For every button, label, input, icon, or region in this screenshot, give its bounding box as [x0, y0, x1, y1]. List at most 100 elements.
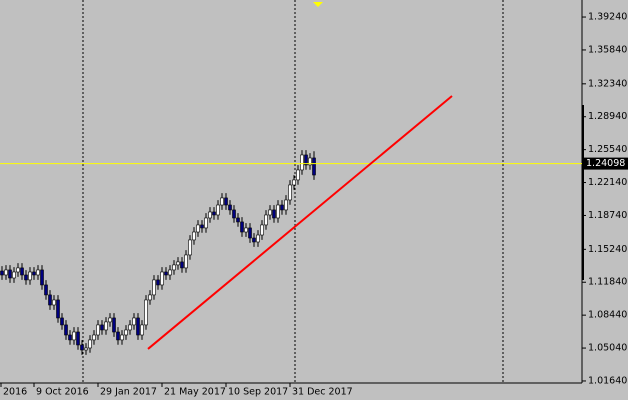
- y-tick-label: 1.25540: [588, 144, 627, 155]
- shift-marker: [313, 2, 323, 7]
- candle-body: [132, 317, 136, 326]
- x-tick-label: 31 Dec 2017: [292, 387, 353, 398]
- candle-body: [224, 197, 228, 206]
- candle-body: [312, 157, 316, 176]
- candle-body: [88, 339, 92, 349]
- candle-body: [292, 179, 296, 186]
- candle-body: [200, 224, 204, 229]
- candle-body: [220, 197, 224, 206]
- candle-body: [280, 204, 284, 211]
- trendline: [147, 95, 453, 350]
- candle-body: [296, 169, 300, 181]
- candle-body: [164, 271, 168, 276]
- candle-body: [300, 154, 304, 171]
- candle-body: [212, 211, 216, 216]
- candle-body: [32, 271, 36, 276]
- candle-body: [228, 204, 232, 211]
- candle-body: [168, 269, 172, 276]
- current-price-box: [583, 157, 628, 170]
- y-tick-label: 1.22140: [588, 177, 627, 188]
- candle-body: [272, 209, 276, 219]
- candle-body: [4, 269, 8, 276]
- candle-body: [100, 324, 104, 331]
- candle-body: [160, 271, 164, 286]
- candle-body: [308, 157, 312, 166]
- candle-body: [208, 211, 212, 219]
- candle-body: [56, 299, 60, 319]
- candle-body: [44, 284, 48, 296]
- candle-body: [244, 227, 248, 233]
- current-price-label: 1.24098: [586, 158, 625, 169]
- y-tick-label: 1.35840: [588, 44, 627, 55]
- candle-body: [20, 267, 24, 276]
- candle-body: [40, 269, 44, 286]
- candle-body: [52, 299, 56, 306]
- candle-body: [12, 271, 16, 279]
- candle-body: [112, 317, 116, 333]
- candle-body: [36, 269, 40, 276]
- candle-body: [184, 254, 188, 269]
- candle-body: [232, 209, 236, 219]
- y-tick-label: 1.15240: [588, 244, 627, 255]
- y-tick-label: 1.05040: [588, 343, 627, 354]
- candle-body: [104, 321, 108, 331]
- candle-body: [248, 227, 252, 239]
- candle-body: [120, 334, 124, 341]
- candle-body: [268, 209, 272, 216]
- candle-body: [84, 347, 88, 351]
- candle-body: [16, 267, 20, 273]
- y-tick-label: 1.39240: [588, 12, 627, 23]
- candle-body: [124, 329, 128, 336]
- y-tick-label: 1.11840: [588, 277, 627, 288]
- candle-body: [116, 331, 120, 341]
- candle-body: [48, 294, 52, 306]
- candle-body: [108, 317, 112, 323]
- candle-body: [240, 221, 244, 233]
- candle-body: [188, 239, 192, 256]
- x-tick-label: 29 Jan 2017: [100, 387, 157, 398]
- candle-body: [80, 344, 84, 351]
- candle-body: [28, 271, 32, 281]
- candle-body: [140, 324, 144, 336]
- candle-body: [180, 261, 184, 269]
- x-tick-label: 21 May 2017: [164, 387, 226, 398]
- candle-body: [176, 261, 180, 266]
- candle-body: [236, 217, 240, 223]
- candle-body: [256, 234, 260, 243]
- candle-body: [196, 224, 200, 233]
- candle-body: [156, 279, 160, 286]
- candle-body: [172, 264, 176, 271]
- candle-body: [192, 231, 196, 241]
- candle-body: [68, 334, 72, 341]
- x-tick-label: 2016: [3, 387, 27, 398]
- candle-body: [128, 324, 132, 331]
- candle-body: [136, 317, 140, 336]
- candle-body: [8, 269, 12, 279]
- candle-body: [64, 324, 68, 336]
- y-tick-label: 1.18740: [588, 210, 627, 221]
- candle-body: [304, 154, 308, 166]
- candle-body: [276, 204, 280, 219]
- candle-body: [260, 224, 264, 236]
- candle-body: [76, 331, 80, 346]
- candle-body: [152, 279, 156, 296]
- candle-body: [92, 334, 96, 341]
- candle-body: [96, 324, 100, 336]
- candle-body: [144, 299, 148, 326]
- y-tick-label: 1.28940: [588, 111, 627, 122]
- candle-body: [60, 317, 64, 326]
- y-tick-label: 1.32340: [588, 78, 627, 89]
- candle-body: [148, 294, 152, 301]
- candle-body: [264, 214, 268, 226]
- y-tick-label: 1.01640: [588, 375, 627, 386]
- y-tick-label: 1.08440: [588, 310, 627, 321]
- candle-body: [0, 270, 4, 276]
- candle-body: [24, 274, 28, 281]
- x-tick-label: 9 Oct 2016: [36, 387, 89, 398]
- candle-body: [204, 217, 208, 229]
- candle-body: [72, 331, 76, 341]
- candle-body: [284, 199, 288, 211]
